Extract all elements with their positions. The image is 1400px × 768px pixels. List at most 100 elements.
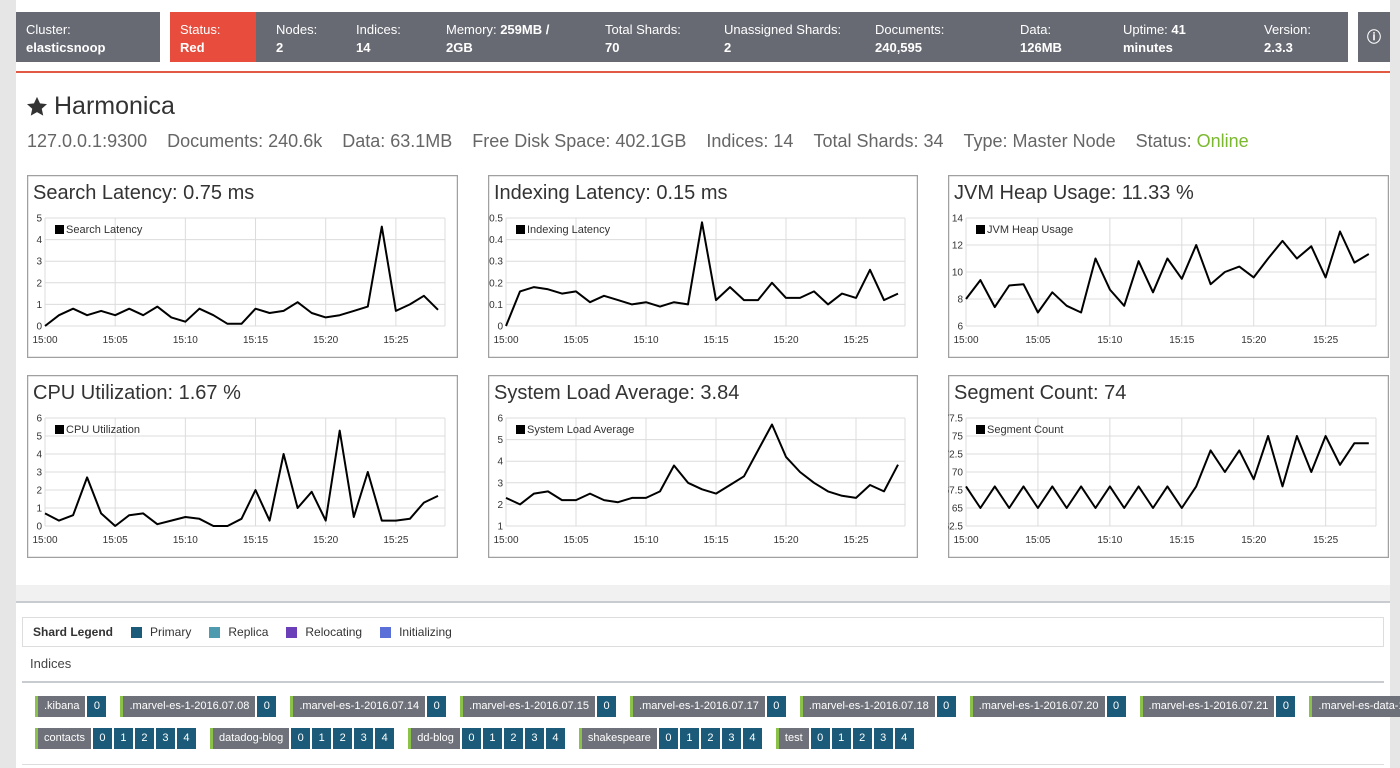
x-tick-label: 15:25 [1313,535,1338,546]
shard: 4 [543,728,565,749]
shard: 1 [677,728,699,749]
node-stat: Indices: 14 [706,131,794,151]
shard: 3 [352,728,374,749]
shard: 2 [850,728,872,749]
stat-cell: Version: 2.3.3 [1254,12,1348,62]
index-name: .marvel-es-1-2016.07.21 [1139,696,1275,717]
y-tick-label: 2 [36,278,42,289]
shard: 0 [255,696,277,717]
status-label: Status: [1135,131,1192,151]
legend-swatch [209,626,221,638]
legend-title: Shard Legend [33,625,114,639]
y-tick-label: 4 [36,450,42,461]
index-group: shakespeare 0 1 2 3 4 [578,728,762,749]
shard: 1 [480,728,502,749]
shard: 0 [90,728,112,749]
index-group: .kibana 0 [35,696,107,717]
chart-frame [488,375,918,558]
legend-swatch [55,425,64,434]
y-tick-label: 0 [36,522,42,533]
stat-label: Data: [1020,22,1052,37]
y-tick-label: 65 [952,504,964,515]
stat-label: Status: [180,22,221,37]
index-name: .marvel-es-1-2016.07.18 [799,696,935,717]
legend-label: CPU Utilization [66,424,140,436]
y-tick-label: 0.4 [489,235,503,246]
y-tick-label: 0.5 [489,214,503,225]
x-tick-label: 15:00 [493,535,518,546]
y-tick-label: 1 [36,504,42,515]
stat-cell: Cluster: elasticsnoop [16,12,160,62]
shard: 4 [174,728,196,749]
shard: 2 [698,728,720,749]
chart: Segment Count: 74 62.5 65 67.5 70 72.5 75 77.5 1… [948,375,1389,558]
y-tick-label: 4 [497,457,503,468]
separator [16,585,1390,603]
stat-label: Uptime: [1123,22,1168,37]
x-tick-label: 15:20 [773,335,798,346]
info-button[interactable]: ⓘ [1358,12,1390,62]
x-tick-label: 15:05 [563,335,588,346]
star-icon [27,96,47,116]
divider [16,71,1390,73]
index-name: .marvel-es-1-2016.07.15 [460,696,596,717]
y-tick-label: 77.5 [948,414,963,425]
stat-label: Cluster: [26,22,71,37]
stat-value: 2 [724,40,732,55]
y-tick-label: 5 [497,435,503,446]
stat-value: 259MB / 2GB [446,22,550,55]
y-tick-label: 0.3 [489,257,503,268]
stat-label: Memory: [446,22,497,37]
index-group: .marvel-es-1-2016.07.20 0 [969,696,1126,717]
x-tick-label: 15:10 [1097,335,1122,346]
shard: 1 [111,728,133,749]
index-group: datadog-blog 0 1 2 3 4 [209,728,395,749]
stat-cell: Memory: 259MB / 2GB [436,12,576,62]
y-tick-label: 72.5 [948,450,963,461]
chart-frame [27,175,458,358]
legend-swatch [976,225,985,234]
index-group: .marvel-es-1-2016.07.17 0 [630,696,786,717]
x-tick-label: 15:10 [633,335,658,346]
y-tick-label: 0.2 [489,278,503,289]
x-tick-label: 15:20 [313,535,338,546]
chart-title: JVM Heap Usage: 11.33 % [954,182,1194,204]
node-stat: Total Shards: 34 [813,131,944,151]
index-group: .marvel-es-1-2016.07.15 0 [460,696,617,717]
stat-label: Version: [1264,22,1311,37]
stats-bar [256,12,1348,62]
y-tick-label: 62.5 [948,522,963,533]
indices-heading: Indices [30,656,72,671]
x-tick-label: 15:25 [383,535,408,546]
y-tick-label: 3 [497,478,503,489]
node-stats: 127.0.0.1:9300 Documents: 240.6k Data: 6… [27,131,1249,152]
node-stat: Free Disk Space: 402.1GB [472,131,687,151]
chart: System Load Average: 3.84 1 2 3 4 5 6 15:00 15:0… [488,375,918,558]
chart: Indexing Latency: 0.15 ms 0 0.1 0.2 0.3 0.4 0.… [488,175,918,358]
y-tick-label: 0.1 [489,300,503,311]
shard: 0 [85,696,107,717]
legend-label: Initializing [399,625,452,639]
y-tick-label: 0 [497,322,503,333]
index-group: dd-blog 0 1 2 3 4 [408,728,565,749]
chart-frame [948,375,1389,558]
stat-cell: Status: Red [170,12,256,62]
chart-title: System Load Average: 3.84 [494,382,739,404]
stat-value: 14 [356,40,371,55]
x-tick-label: 15:25 [1313,335,1338,346]
shard: 0 [934,696,956,717]
legend-label: Indexing Latency [527,224,611,236]
line-series [505,221,899,327]
node-name: Harmonica [54,92,175,120]
legend-label: Search Latency [66,224,143,236]
stat-value: 240,595 [875,40,922,55]
chart: JVM Heap Usage: 11.33 % 6 8 10 12 14 15:00 15:0… [948,175,1389,358]
legend-label: Primary [150,625,192,639]
node-title: Harmonica [26,92,175,121]
node-stat: 127.0.0.1:9300 [27,131,148,151]
shard: 0 [656,728,678,749]
x-tick-label: 15:25 [383,335,408,346]
shard: 0 [1104,696,1126,717]
shard: 2 [501,728,523,749]
